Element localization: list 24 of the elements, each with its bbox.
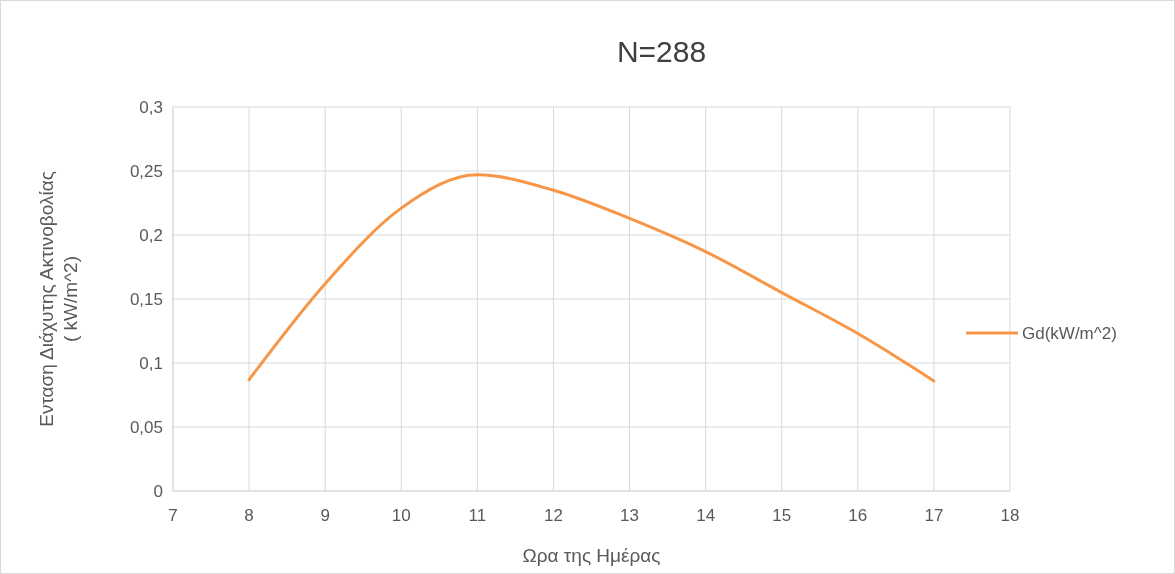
x-tick-label: 7 [168,506,178,525]
y-tick-label: 0 [153,481,163,501]
x-tick-label: 17 [924,506,944,525]
x-tick-label: 14 [696,506,716,525]
x-tick-label: 13 [620,506,640,525]
line-series [247,173,936,383]
y-tick-label: 0,15 [129,289,163,309]
x-tick-label: 16 [848,506,868,525]
chart-title: N=288 [616,35,707,68]
x-tick-label: 18 [1000,506,1020,525]
x-axis-title: Ωρα της Ημέρας [522,545,661,566]
x-tick-label: 8 [244,506,254,525]
y-tick-label: 0,25 [129,161,163,181]
y-tick-label: 0,1 [139,353,163,373]
x-tick-label: 12 [543,506,563,525]
x-tick-label: 15 [772,506,792,525]
y-tick-label: 0,2 [139,225,163,245]
x-tick-label: 9 [320,506,330,525]
y-axis-title: Ενταση Διάχυτης Ακτινοβολίας ( kW/m^2) [36,171,81,427]
x-tick-label: 10 [391,506,411,525]
x-tick-label: 11 [468,506,487,525]
y-tick-label: 0,05 [129,417,163,437]
y-tick-label: 0,3 [139,97,163,117]
legend-label: Gd(kW/m^2) [1022,323,1117,343]
